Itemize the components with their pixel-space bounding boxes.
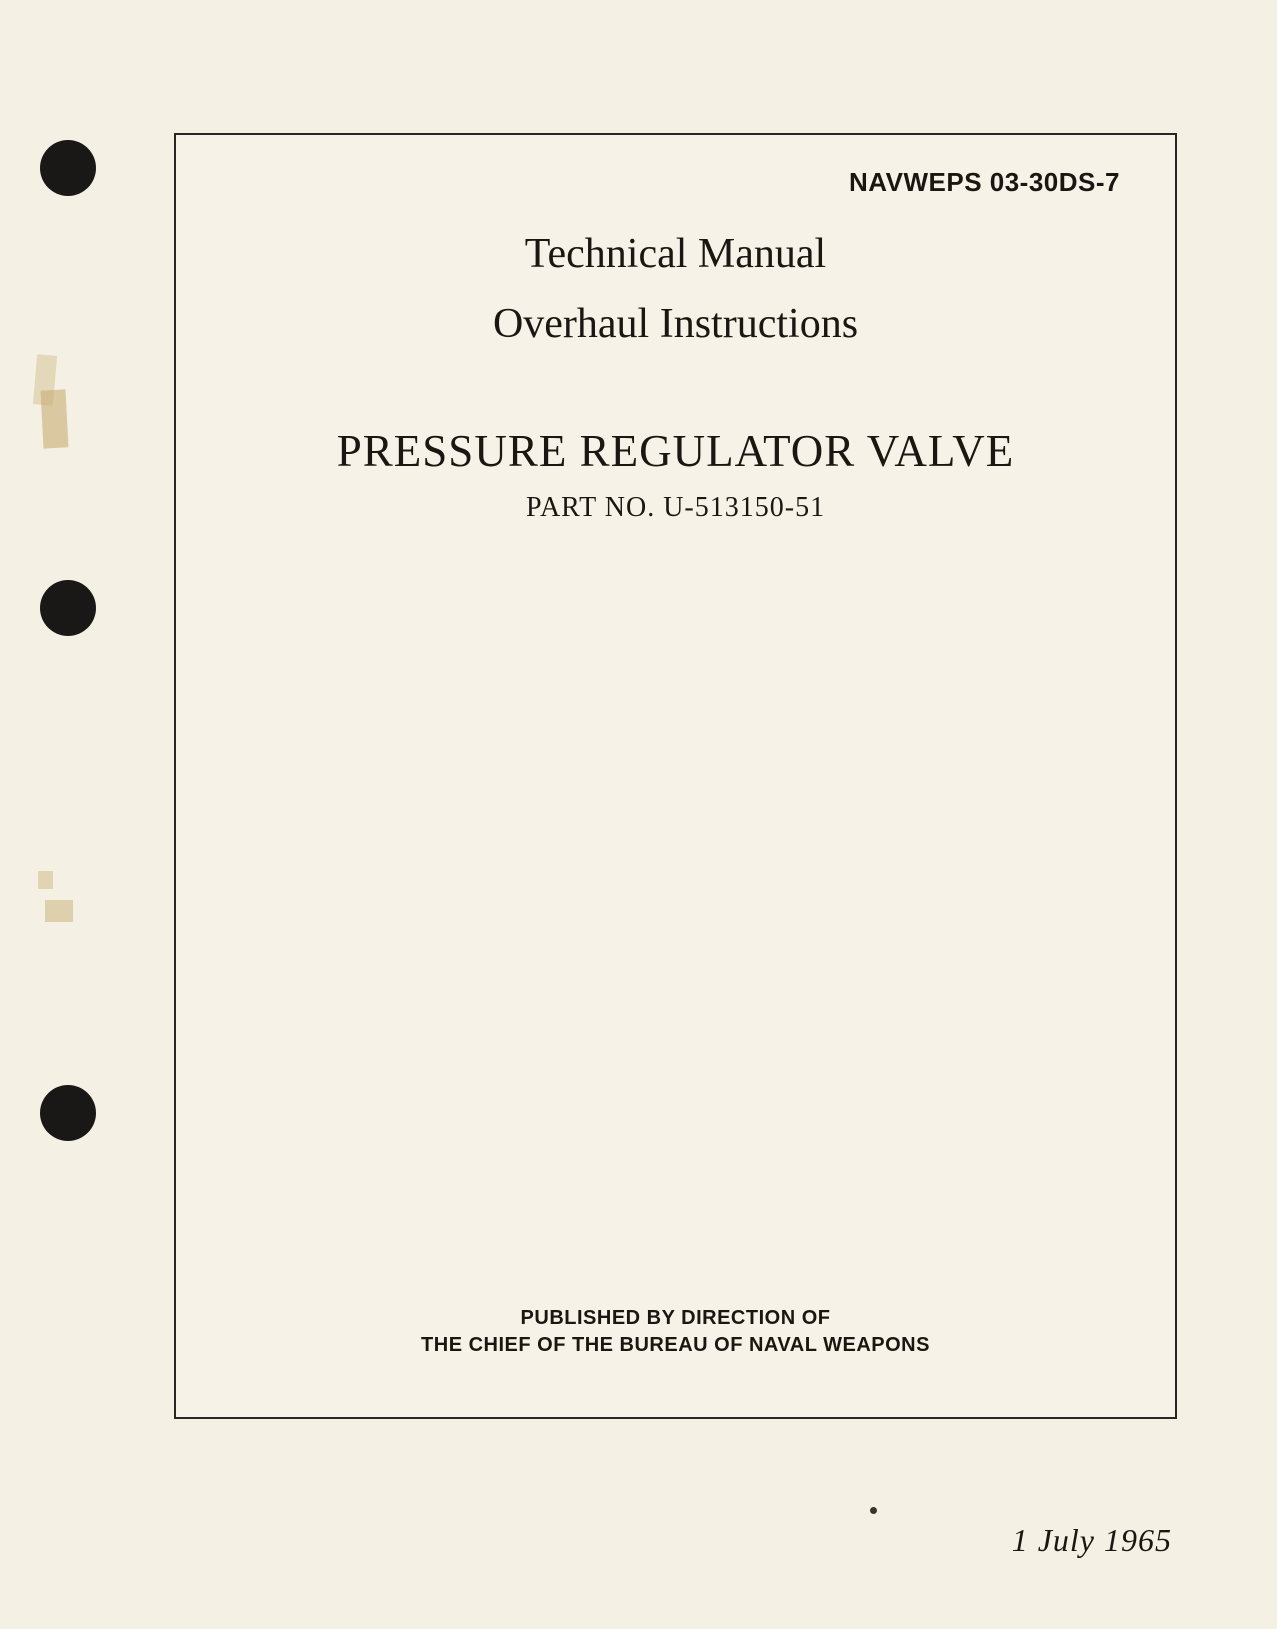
content-frame: NAVWEPS 03-30DS-7 Technical Manual Overh… xyxy=(174,133,1177,1419)
binder-hole-2 xyxy=(40,580,96,636)
subject-block: PRESSURE REGULATOR VALVE PART NO. U-5131… xyxy=(176,425,1175,524)
page-smudge xyxy=(45,900,73,922)
publisher-line-1: PUBLISHED BY DIRECTION OF xyxy=(176,1307,1175,1330)
heading-block: Technical Manual Overhaul Instructions xyxy=(176,230,1175,348)
publisher-line-2: THE CHIEF OF THE BUREAU OF NAVAL WEAPONS xyxy=(176,1334,1175,1357)
title-line-1: Technical Manual xyxy=(176,230,1175,278)
document-number: NAVWEPS 03-30DS-7 xyxy=(849,167,1120,198)
binder-hole-3 xyxy=(40,1085,96,1141)
binder-hole-1 xyxy=(40,140,96,196)
document-page: NAVWEPS 03-30DS-7 Technical Manual Overh… xyxy=(0,0,1277,1629)
ink-dot xyxy=(870,1507,877,1514)
publication-date: 1 July 1965 xyxy=(1012,1522,1172,1559)
page-smudge xyxy=(38,871,53,889)
page-smudge xyxy=(40,389,68,448)
title-line-2: Overhaul Instructions xyxy=(176,300,1175,348)
part-number: PART NO. U-513150-51 xyxy=(176,492,1175,524)
publisher-block: PUBLISHED BY DIRECTION OF THE CHIEF OF T… xyxy=(176,1307,1175,1357)
subject-title: PRESSURE REGULATOR VALVE xyxy=(176,425,1175,477)
